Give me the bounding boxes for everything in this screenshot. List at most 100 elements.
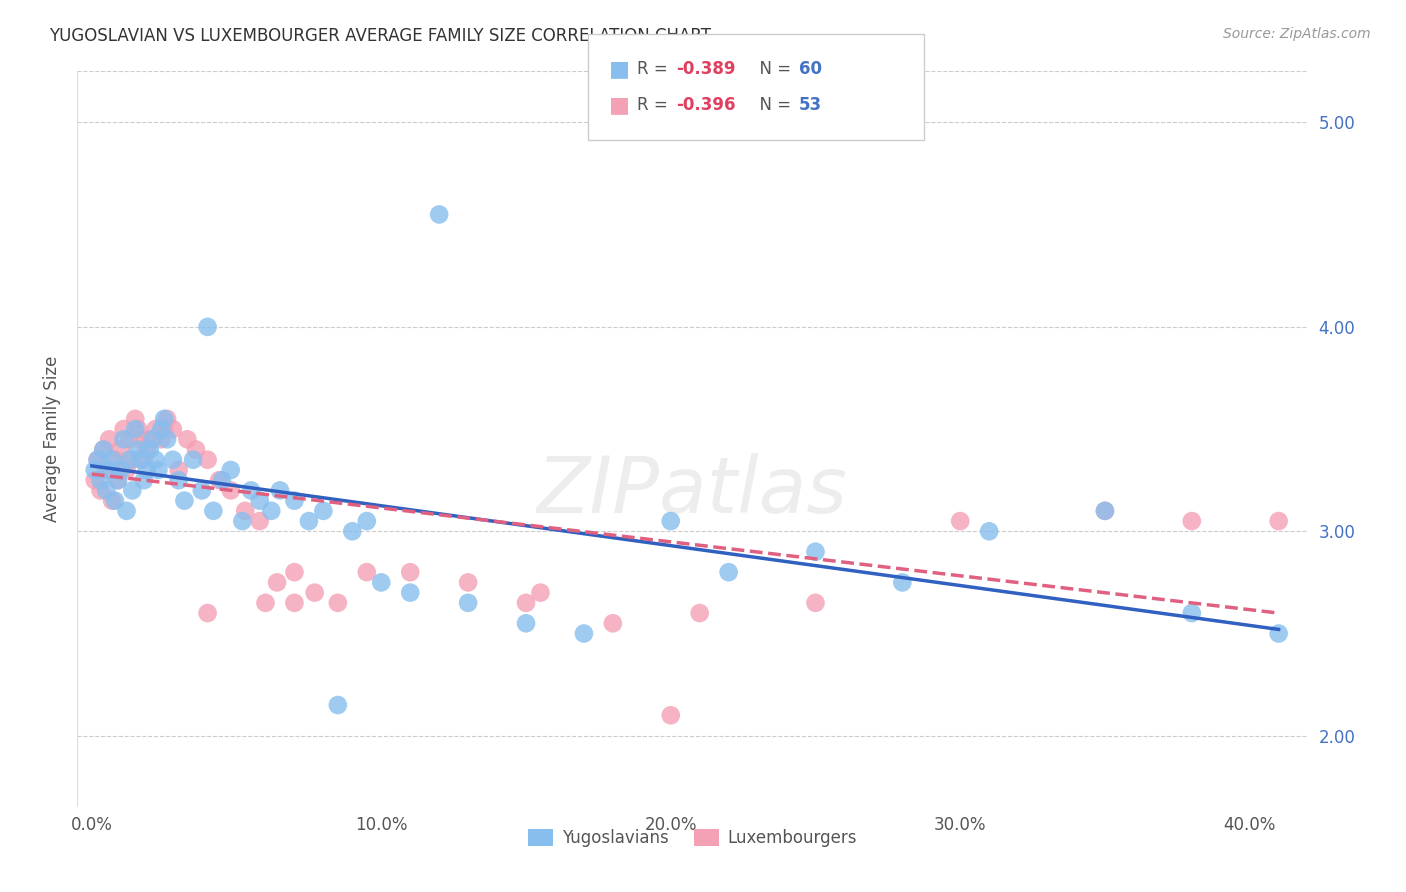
Point (162, 422, 184, 436)
Point (118, 452, 141, 467)
Point (240, 483, 263, 498)
Point (124, 412, 146, 426)
Point (208, 473, 231, 487)
Point (115, 504, 138, 518)
Text: N =: N = (749, 96, 797, 114)
Point (153, 412, 176, 426)
Point (148, 463, 170, 477)
Point (138, 442, 160, 457)
Point (231, 514, 253, 528)
Point (249, 493, 271, 508)
Point (1267, 626, 1289, 640)
Point (93, 442, 115, 457)
Point (156, 412, 179, 426)
Text: ZIPatlas: ZIPatlas (537, 453, 848, 529)
Point (167, 473, 190, 487)
Point (112, 433, 135, 447)
Point (1267, 514, 1289, 528)
Point (98, 463, 121, 477)
Text: N =: N = (749, 60, 797, 78)
Point (107, 473, 129, 487)
Point (93, 442, 115, 457)
Text: -0.396: -0.396 (676, 96, 735, 114)
Point (283, 493, 305, 508)
Point (804, 545, 827, 559)
Point (254, 596, 277, 610)
Point (219, 483, 242, 498)
Text: R =: R = (637, 96, 673, 114)
Point (142, 433, 165, 447)
Point (197, 606, 219, 620)
Point (83, 463, 105, 477)
Point (572, 626, 595, 640)
Point (124, 422, 146, 436)
Point (326, 596, 349, 610)
Point (356, 565, 378, 579)
Point (233, 504, 256, 518)
Point (112, 422, 135, 436)
Legend: Yugoslavians, Luxembourgers: Yugoslavians, Luxembourgers (522, 822, 863, 855)
Point (153, 422, 176, 436)
Point (173, 493, 195, 508)
Point (659, 708, 682, 723)
Point (127, 422, 149, 436)
Point (96, 463, 118, 477)
Text: ■: ■ (609, 59, 630, 78)
Text: 53: 53 (799, 96, 821, 114)
Point (135, 463, 157, 477)
Point (266, 575, 288, 590)
Point (104, 493, 127, 508)
Point (129, 433, 152, 447)
Point (457, 575, 479, 590)
Point (298, 514, 321, 528)
Text: YUGOSLAVIAN VS LUXEMBOURGER AVERAGE FAMILY SIZE CORRELATION CHART: YUGOSLAVIAN VS LUXEMBOURGER AVERAGE FAMI… (49, 27, 711, 45)
Text: R =: R = (637, 60, 673, 78)
Point (121, 452, 143, 467)
Point (269, 483, 291, 498)
Point (101, 493, 124, 508)
Point (135, 442, 157, 457)
Point (399, 565, 422, 579)
Point (949, 514, 972, 528)
Point (342, 524, 364, 539)
Point (104, 452, 127, 467)
Point (162, 452, 184, 467)
Point (891, 575, 914, 590)
Point (89, 483, 111, 498)
Point (197, 452, 219, 467)
Point (89, 473, 111, 487)
Point (427, 207, 450, 221)
Point (138, 433, 160, 447)
Point (1094, 504, 1116, 518)
Point (979, 524, 1001, 539)
Point (529, 585, 551, 599)
Point (118, 433, 141, 447)
Point (356, 514, 378, 528)
Text: Source: ZipAtlas.com: Source: ZipAtlas.com (1223, 27, 1371, 41)
Point (202, 504, 225, 518)
Point (689, 606, 711, 620)
Point (86, 452, 108, 467)
Text: ■: ■ (609, 95, 630, 115)
Point (304, 585, 326, 599)
Point (150, 422, 173, 436)
Point (326, 698, 349, 712)
Point (659, 514, 682, 528)
Point (283, 565, 305, 579)
Point (312, 504, 335, 518)
Point (101, 452, 124, 467)
Point (283, 596, 305, 610)
Text: -0.389: -0.389 (676, 60, 735, 78)
Point (121, 483, 143, 498)
Point (96, 483, 118, 498)
Point (145, 422, 167, 436)
Point (399, 585, 422, 599)
Point (83, 473, 105, 487)
Point (1094, 504, 1116, 518)
Point (86, 452, 108, 467)
Point (370, 575, 392, 590)
Point (132, 452, 155, 467)
Point (181, 452, 204, 467)
Point (197, 319, 219, 334)
Point (515, 596, 537, 610)
